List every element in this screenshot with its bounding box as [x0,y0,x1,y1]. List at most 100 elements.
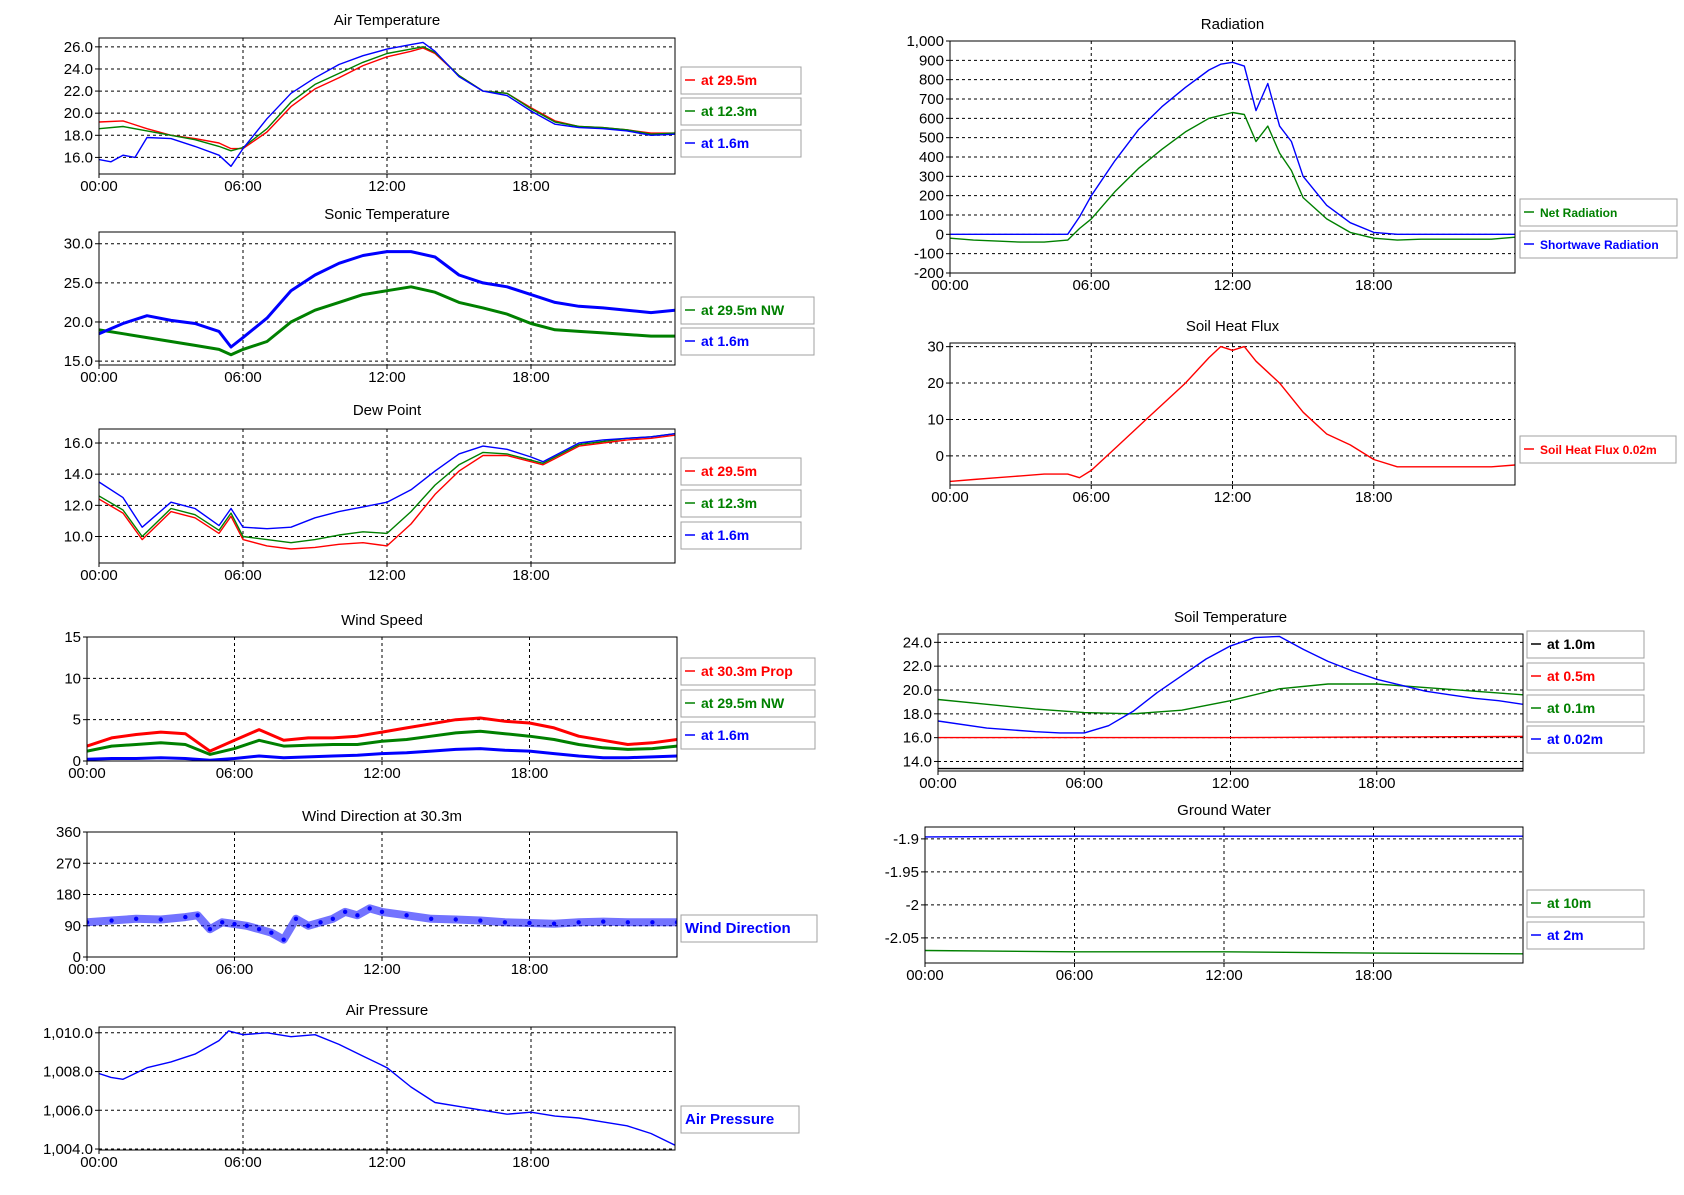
legend-box [1519,435,1677,464]
legend-item-at-29-5m-nw: at 29.5m NW [680,296,815,325]
chart-soil-heat-flux: Soil Heat Flux 00:00 06:00 12:00 18:00 0 10 20 3… [927,318,1677,506]
legend-label: at 0.5m [1547,668,1595,684]
legend-label: at 1.6m [701,333,749,349]
legend-box [680,489,802,518]
y-tick-label: 12.0 [64,497,93,514]
series-line-at-0-5m [938,735,1523,739]
legend-box [1526,889,1645,918]
x-tick-label: 18:00 [511,765,549,782]
series-line-at-1-6m [99,433,675,530]
legend-box [1526,662,1645,691]
x-tick-label: 00:00 [906,967,944,984]
x-tick-label: 06:00 [1072,489,1110,506]
y-tick-label: 0 [936,448,944,465]
x-tick-label: 06:00 [1056,967,1094,984]
series-line-air-pressure [99,1030,675,1146]
chart-title: Wind Speed [341,612,423,629]
chart-soil-temperature: Soil Temperature 00:00 06:00 12:00 18:00 14.0… [903,609,1645,792]
y-tick-label: 5 [73,712,81,729]
legend-label: at 1.0m [1547,636,1595,652]
chart-title: Wind Direction at 30.3m [302,808,462,825]
series-line-at-0-1m [938,683,1523,715]
series-wind-direction [87,904,677,944]
legend-box [680,129,802,158]
y-tick-label: 0 [936,226,944,243]
series-line-at-30-3m-prop [87,716,677,753]
chart-radiation: Radiation 00:00 06:00 12:00 18:00 -200 -100 0 10… [906,16,1678,294]
x-tick-label: 12:00 [368,178,406,195]
y-tick-label: 16.0 [903,730,932,747]
legend-label: at 10m [1547,895,1591,911]
legend-label: at 1.6m [701,527,749,543]
x-tick-label: 18:00 [511,961,549,978]
x-tick-label: 00:00 [80,567,118,584]
legend-label: at 0.02m [1547,731,1603,747]
legend-item-at-0-1m: at 0.1m [1526,694,1645,723]
plot-border [86,636,678,762]
legend-box [680,721,816,750]
legend-item-at-29-5m: at 29.5m [680,457,802,486]
legend-box [680,327,815,356]
y-tick-label: -200 [914,265,944,282]
chart-air-pressure: Air Pressure 00:00 06:00 12:00 18:00 1,004.0 1… [43,1002,800,1171]
x-tick-label: 12:00 [368,567,406,584]
series-line-at-0-02m [938,635,1523,734]
series-line-net-radiation [950,111,1515,243]
y-tick-label: 100 [919,207,944,224]
x-tick-label: 12:00 [368,1154,406,1171]
y-tick-label: -1.9 [893,831,919,848]
y-tick-label: 30 [927,339,944,356]
y-tick-label: 16.0 [64,149,93,166]
series-band [87,904,677,944]
x-tick-label: 18:00 [1355,967,1393,984]
x-tick-label: 18:00 [1355,277,1393,294]
y-tick-label: 20 [927,375,944,392]
legend-label: at 12.3m [701,495,757,511]
chart-title: Air Temperature [334,12,440,29]
legend-item-air-pressure: Air Pressure [680,1105,800,1134]
legend-box [680,66,802,95]
legend-item-at-1-6m: at 1.6m [680,521,802,550]
plot-border [98,1026,676,1151]
chart-wind-speed: Wind Speed 00:00 06:00 12:00 18:00 0 5 10 15 at 3… [64,612,816,782]
chart-wind-direction-at-30-3m: Wind Direction at 30.3m 00:00 06:00 12:00 18… [56,808,818,978]
chart-title: Radiation [1201,16,1264,33]
legend-box [680,97,802,126]
plot-border [949,342,1516,486]
legend-item-at-0-5m: at 0.5m [1526,662,1645,691]
x-tick-label: 06:00 [224,178,262,195]
legend-box [680,1105,800,1134]
legend-label: Wind Direction [685,920,791,937]
y-tick-label: 26.0 [64,39,93,56]
chart-title: Soil Heat Flux [1186,318,1280,335]
x-tick-label: 12:00 [1214,489,1252,506]
y-tick-label: 180 [56,887,81,904]
legend-label: at 30.3m Prop [701,663,793,679]
series-line-at-1-6m [99,41,675,168]
x-tick-label: 18:00 [512,567,550,584]
plot-border [924,826,1524,964]
x-tick-label: 12:00 [363,961,401,978]
chart-title: Sonic Temperature [324,206,450,223]
x-tick-label: 12:00 [368,369,406,386]
legend-item-at-30-3m-prop: at 30.3m Prop [680,657,816,686]
series-line-at-29-5m-nw [99,285,675,357]
legend-box [1526,694,1645,723]
y-tick-label: 1,006.0 [43,1102,93,1119]
y-tick-label: -1.95 [885,864,919,881]
x-tick-label: 12:00 [363,765,401,782]
legend-label: at 12.3m [701,103,757,119]
legend-item-at-1-6m: at 1.6m [680,327,815,356]
legend-label: Net Radiation [1540,206,1617,220]
legend-label: at 29.5m [701,72,757,88]
series-line-at-12-3m [99,46,675,152]
y-tick-label: 270 [56,855,81,872]
x-tick-label: 00:00 [68,961,106,978]
y-tick-label: -2 [906,897,919,914]
y-tick-label: 24.0 [903,634,932,651]
y-tick-label: 200 [919,188,944,205]
x-tick-label: 00:00 [931,489,969,506]
x-tick-label: 18:00 [1355,489,1393,506]
y-tick-label: 15 [64,629,81,646]
legend-label: Shortwave Radiation [1540,238,1659,252]
